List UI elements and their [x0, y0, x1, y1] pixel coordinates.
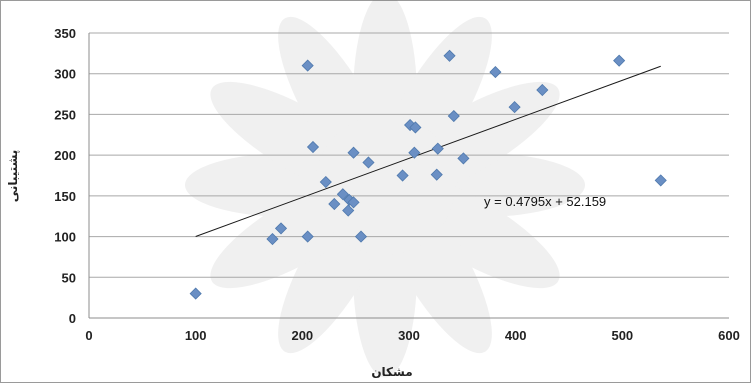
data-point [654, 174, 667, 187]
watermark-petal [374, 169, 560, 289]
x-tick-label: 600 [718, 328, 740, 343]
x-tick-label: 0 [85, 328, 92, 343]
x-tick-label: 100 [185, 328, 207, 343]
data-point [362, 156, 375, 169]
y-tick-label: 150 [54, 189, 76, 204]
data-point [354, 230, 368, 243]
data-point [336, 188, 349, 201]
y-tick-label: 350 [54, 26, 76, 41]
data-point [457, 152, 470, 165]
watermark-petal [185, 153, 395, 217]
y-tick-label: 200 [54, 148, 76, 163]
watermark-petal [353, 0, 417, 203]
x-axis-title: مشکان [371, 365, 412, 379]
data-point [408, 146, 421, 159]
data-point [301, 230, 314, 243]
trendline-equation: y = 0.4795x + 52.159 [484, 194, 606, 209]
gridlines [89, 32, 729, 278]
watermark-petal [353, 167, 417, 378]
watermark-petal [278, 168, 397, 354]
y-tick-labels: 0 50 100 150 200 250 300 350 [54, 26, 76, 326]
data-point [328, 197, 341, 211]
y-tick-label: 50 [62, 270, 76, 285]
y-axis-title: پشتیبانی [6, 150, 20, 203]
data-point [447, 109, 460, 123]
watermark-petal [210, 81, 396, 201]
data-point [301, 59, 314, 72]
x-tick-label: 500 [611, 328, 633, 343]
data-point [266, 232, 279, 246]
x-tick-label: 400 [505, 328, 527, 343]
data-point [189, 287, 202, 300]
watermark-petal [373, 168, 492, 354]
data-point [430, 168, 443, 181]
x-tick-labels: 0 100 200 300 400 500 600 [85, 328, 739, 343]
watermark-center [315, 115, 455, 255]
data-point [431, 142, 444, 155]
y-tick-label: 300 [54, 67, 76, 82]
data-point [347, 196, 360, 209]
data-point [613, 54, 626, 67]
y-tick-label: 100 [54, 230, 76, 245]
data-point [443, 49, 456, 62]
data-point [347, 146, 360, 159]
data-point [489, 66, 502, 79]
axes [88, 33, 729, 319]
data-point [306, 140, 320, 154]
x-tick-label: 300 [398, 328, 420, 343]
y-tick-label: 0 [69, 311, 76, 326]
y-tick-label: 250 [54, 107, 76, 122]
data-point [342, 204, 355, 217]
data-points [189, 49, 667, 300]
data-point [536, 83, 549, 97]
data-point [274, 222, 288, 235]
data-point [409, 121, 422, 134]
data-point [396, 169, 409, 182]
data-point [319, 175, 332, 189]
data-point [508, 101, 521, 114]
trendline [195, 65, 661, 237]
x-tick-label: 200 [291, 328, 313, 343]
watermark-petal [375, 153, 585, 217]
